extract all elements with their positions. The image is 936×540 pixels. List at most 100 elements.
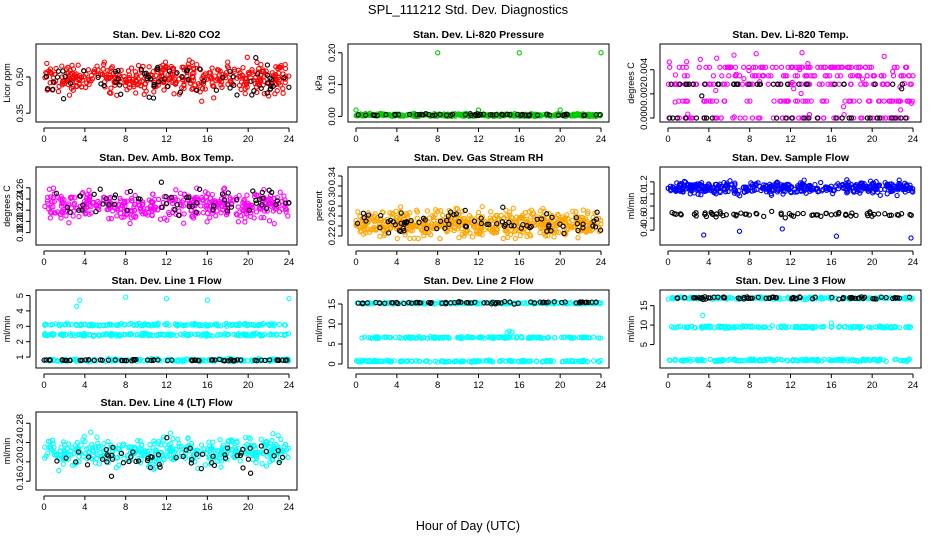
data-point [404, 214, 410, 220]
data-point [453, 358, 460, 364]
data-point [376, 300, 383, 306]
data-point [595, 335, 602, 341]
data-point [451, 212, 457, 218]
data-point [236, 192, 242, 199]
data-point [468, 112, 474, 119]
data-point [195, 357, 201, 363]
data-point [270, 332, 277, 338]
data-point [593, 299, 599, 305]
data-point [282, 61, 288, 68]
data-point [249, 67, 255, 73]
data-point [899, 86, 905, 92]
data-point [706, 64, 713, 70]
data-point [254, 59, 260, 66]
data-point [423, 225, 430, 232]
data-point [274, 194, 280, 201]
y-tick-label: 0.30 [327, 187, 338, 206]
data-point [560, 334, 567, 340]
data-point [591, 218, 597, 224]
data-point [684, 73, 690, 79]
data-point [714, 55, 720, 61]
data-point [372, 358, 378, 364]
data-point [875, 211, 882, 217]
data-point [737, 193, 743, 199]
data-point [666, 59, 672, 65]
data-point [882, 115, 889, 121]
x-tick-label: 0 [353, 380, 358, 391]
data-point [451, 225, 458, 231]
data-point [730, 115, 736, 121]
data-point [402, 335, 409, 341]
data-point [506, 219, 512, 225]
data-point [510, 205, 516, 211]
y-tick-label: 0.10 [327, 75, 338, 94]
data-point [72, 195, 78, 201]
data-point [519, 358, 526, 364]
data-point [401, 300, 407, 307]
data-point [428, 335, 434, 341]
data-point [890, 115, 897, 121]
data-point [218, 210, 224, 216]
data-point [568, 335, 575, 341]
data-point [389, 210, 396, 216]
data-point [185, 61, 191, 67]
data-point [910, 189, 916, 195]
data-point [874, 324, 880, 330]
data-point [732, 180, 738, 186]
x-tick-label: 20 [867, 257, 878, 268]
data-point [56, 323, 63, 329]
data-point [243, 81, 250, 87]
data-point [185, 76, 191, 83]
data-point [260, 195, 266, 201]
data-point [155, 331, 162, 338]
data-point [707, 98, 713, 104]
data-point [100, 201, 106, 207]
data-point [286, 200, 292, 206]
data-point [382, 231, 388, 237]
data-point [681, 73, 688, 79]
data-point [731, 52, 737, 58]
data-point [847, 81, 854, 87]
data-point [667, 115, 673, 121]
data-point [105, 357, 112, 363]
data-point [259, 202, 265, 208]
x-tick-label: 4 [706, 257, 711, 268]
data-point [732, 64, 739, 70]
data-point [897, 98, 904, 104]
data-point [155, 66, 161, 72]
data-point [417, 334, 423, 341]
data-point [497, 358, 503, 365]
data-point [564, 111, 571, 118]
data-point [773, 357, 779, 363]
panel-title: Stan. Dev. Line 2 Flow [423, 275, 534, 287]
data-point [283, 206, 290, 213]
data-point [189, 203, 195, 209]
data-point [728, 185, 734, 191]
data-point [113, 79, 119, 85]
data-point [503, 358, 509, 365]
data-point [242, 219, 248, 225]
x-tick-label: 12 [161, 134, 172, 145]
data-point [199, 98, 205, 104]
data-point [151, 89, 157, 95]
data-point [409, 358, 415, 365]
data-point [504, 212, 510, 219]
data-point [717, 64, 723, 70]
data-point [527, 334, 534, 341]
data-point [422, 217, 428, 223]
data-point [52, 321, 59, 327]
data-point [170, 332, 176, 338]
data-point [544, 111, 550, 117]
data-point [792, 189, 798, 195]
data-point [439, 358, 446, 364]
data-point [355, 112, 361, 118]
data-point [222, 358, 228, 364]
y-tick-label: 5 [327, 341, 338, 346]
data-point [845, 324, 851, 331]
data-point [400, 358, 406, 364]
data-point [253, 55, 259, 61]
data-point [425, 230, 432, 236]
data-point [256, 321, 262, 328]
